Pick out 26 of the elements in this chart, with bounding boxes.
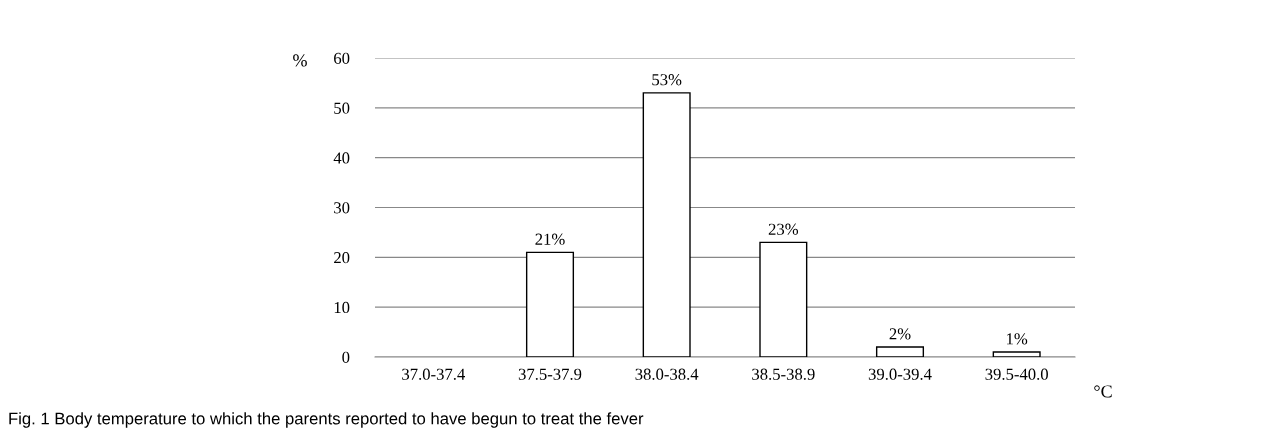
data-label: 2%	[889, 328, 911, 340]
x-tick-label: 39.5-40.0	[985, 368, 1048, 380]
x-tick-label: 37.0-37.4	[402, 368, 466, 380]
y-tick-label: 0	[342, 351, 350, 363]
x-tick-label: 38.5-38.9	[752, 368, 815, 380]
x-tick-label: 39.0-39.4	[868, 368, 932, 380]
y-tick-label: 50	[334, 102, 350, 114]
data-label: 23%	[768, 223, 799, 235]
bar	[992, 351, 1041, 357]
caption: Fig. 1 Body temperature to which the parents reported to have begun to treat the fever	[9, 412, 644, 428]
bar	[525, 251, 575, 357]
y-tick-label: 30	[334, 202, 350, 214]
bar	[642, 92, 691, 357]
x-axis-title: °C	[1094, 385, 1112, 398]
bar	[875, 346, 925, 357]
data-label: 21%	[535, 233, 565, 245]
x-tick-label: 38.0-38.4	[635, 368, 699, 380]
y-tick-label: 60	[334, 52, 350, 64]
y-axis-title: %	[293, 54, 307, 67]
y-tick-label: 20	[334, 252, 350, 264]
y-tick-label: 40	[333, 152, 350, 164]
data-label: 1%	[1007, 333, 1028, 345]
bar	[759, 241, 808, 357]
data-label: 53%	[652, 74, 682, 86]
y-tick-label: 10	[334, 301, 350, 314]
x-tick-label: 37.5-37.9	[518, 368, 582, 380]
